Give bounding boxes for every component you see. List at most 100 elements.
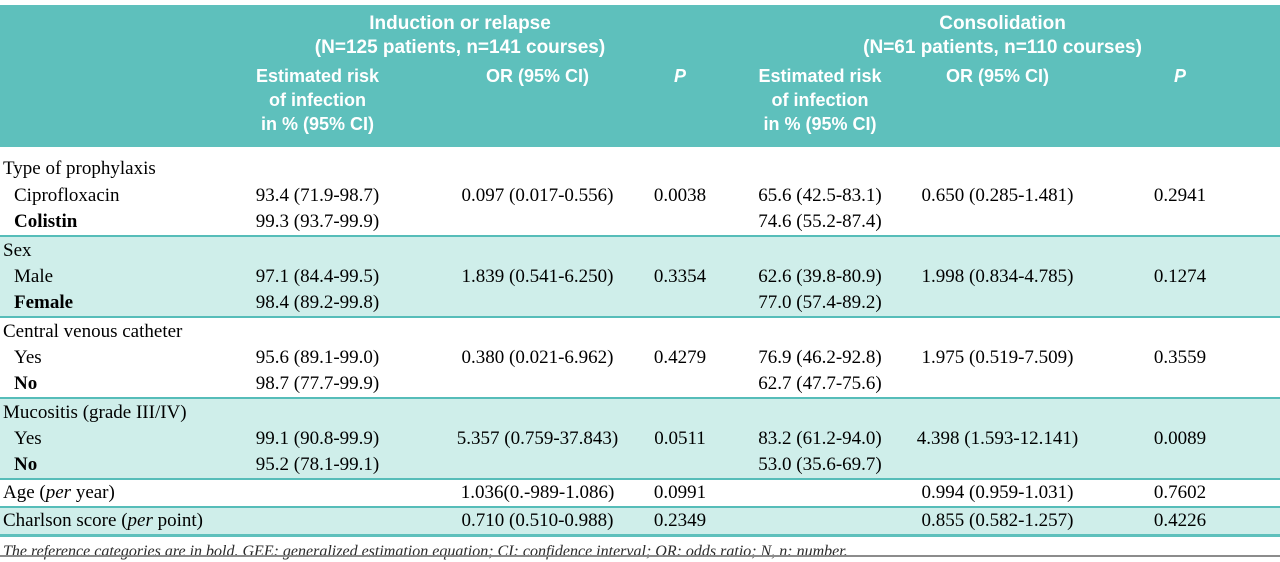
cell-p-consolidation [1080, 290, 1280, 317]
cell-p-induction [635, 209, 725, 236]
cell-or-consolidation: 1.998 (0.834-4.785) [915, 264, 1081, 290]
cell-er-induction [195, 506, 440, 534]
row-label-reference: Female [0, 290, 195, 317]
cell-or-induction: 0.710 (0.510-0.988) [440, 506, 635, 534]
cell-er-consolidation: 74.6 (55.2-87.4) [758, 211, 882, 232]
cell-p-induction: 0.4279 [653, 347, 707, 368]
page-bottom-divider [0, 555, 1280, 557]
section-label: Sex [0, 235, 1280, 264]
group-header-consolidation: Consolidation (N=61 patients, n=110 cour… [725, 5, 1280, 63]
label-italic: per [127, 510, 153, 531]
cell-or-induction [440, 290, 635, 317]
risk-header-line2: of infection [771, 90, 869, 110]
section-type-of-prophylaxis: Type of prophylaxis [0, 147, 1280, 183]
cell-p-induction [635, 452, 726, 479]
label-pre: Age ( [3, 482, 46, 503]
col-header-or-consolidation: OR (95% CI) [915, 63, 1081, 147]
cell-er-induction: 99.1 (90.8-99.9) [195, 426, 440, 452]
cell-or-induction: 0.380 (0.021-6.962) [461, 347, 614, 368]
cell-p-consolidation [1080, 371, 1280, 398]
cell-er-consolidation [725, 506, 916, 534]
cell-or-induction [440, 371, 635, 398]
cell-p-induction: 0.3354 [635, 264, 726, 290]
cell-p-consolidation: 0.1274 [1080, 264, 1280, 290]
risk-header-line1: Estimated risk [255, 66, 380, 86]
cell-p-consolidation: 0.4226 [1080, 506, 1280, 534]
group-title-consolidation: Consolidation [939, 13, 1066, 34]
cell-p-consolidation: 0.2941 [1153, 185, 1207, 206]
table-row-cvc-no: No 98.7 (77.7-99.9) 62.7 (47.7-75.6) [0, 371, 1280, 398]
cell-or-induction: 1.839 (0.541-6.250) [440, 264, 635, 290]
row-label-charlson: Charlson score (per point) [0, 506, 203, 534]
header-corner-blank [0, 5, 195, 63]
group-subtitle-induction: (N=125 patients, n=141 courses) [314, 37, 606, 58]
cell-or-induction: 0.097 (0.017-0.556) [461, 185, 614, 206]
cell-er-consolidation: 83.2 (61.2-94.0) [725, 426, 916, 452]
cell-p-consolidation [1080, 452, 1280, 479]
cell-p-consolidation: 0.0089 [1080, 426, 1280, 452]
cell-or-consolidation: 4.398 (1.593-12.141) [915, 426, 1081, 452]
table-header: Induction or relapse (N=125 patients, n=… [0, 5, 1280, 147]
cell-er-induction: 95.6 (89.1-99.0) [255, 347, 380, 368]
table-row-male: Male 97.1 (84.4-99.5) 1.839 (0.541-6.250… [0, 264, 1280, 290]
cell-er-induction: 98.7 (77.7-99.9) [255, 373, 380, 394]
cell-p-consolidation: 0.7602 [1080, 478, 1280, 507]
cell-or-consolidation: 0.650 (0.285-1.481) [921, 185, 1074, 206]
row-label: Yes [0, 426, 195, 452]
subheader-blank [0, 63, 195, 147]
col-header-p-consolidation: P [1080, 63, 1280, 147]
table-row-age: Age (per year) 1.036(0.-989-1.086) 0.099… [0, 478, 1280, 507]
table-row-mucositis-no: No 95.2 (78.1-99.1) 53.0 (35.6-69.7) [0, 452, 1280, 479]
risk-header-line3: in % (95% CI) [260, 114, 375, 134]
table-row-ciprofloxacin: Ciprofloxacin 93.4 (71.9-98.7) 0.097 (0.… [0, 183, 1280, 209]
cell-or-consolidation [915, 371, 1080, 398]
risk-header-line3: in % (95% CI) [763, 114, 877, 134]
row-label-age: Age (per year) [0, 478, 195, 507]
risk-factors-table: Induction or relapse (N=125 patients, n=… [0, 5, 1280, 534]
row-label: Yes [14, 347, 42, 368]
cell-er-induction: 97.1 (84.4-99.5) [195, 264, 440, 290]
label-pre: Charlson score ( [3, 510, 128, 531]
cell-or-induction [440, 452, 635, 479]
row-label-reference: Colistin [14, 211, 78, 232]
col-header-p-induction: P [635, 63, 726, 147]
risk-header-line2: of infection [269, 90, 366, 110]
table-row-charlson: Charlson score (per point) 0.710 (0.510-… [0, 506, 1280, 534]
cell-p-induction: 0.0991 [635, 478, 726, 507]
label-post: point) [152, 510, 203, 531]
cell-er-consolidation: 62.6 (39.8-80.9) [725, 264, 916, 290]
row-label-reference: No [14, 373, 38, 394]
table-body: Type of prophylaxis Ciprofloxacin 93.4 (… [0, 147, 1280, 534]
group-header-induction: Induction or relapse (N=125 patients, n=… [195, 5, 726, 63]
cell-or-induction: 5.357 (0.759-37.843) [440, 426, 635, 452]
table-row-cvc-yes: Yes 95.6 (89.1-99.0) 0.380 (0.021-6.962)… [0, 345, 1280, 371]
cell-er-consolidation [725, 478, 916, 507]
cell-er-induction [195, 478, 440, 507]
table-bottom-rule [0, 534, 1280, 537]
table-footnote: The reference categories are in bold. GE… [3, 543, 848, 560]
cell-er-consolidation: 53.0 (35.6-69.7) [725, 452, 916, 479]
row-label: Male [0, 264, 195, 290]
section-mucositis: Mucositis (grade III/IV) [0, 397, 1280, 426]
cell-p-induction: 0.0511 [635, 426, 726, 452]
table-row-colistin: Colistin 99.3 (93.7-99.9) 74.6 (55.2-87.… [0, 209, 1280, 236]
label-post: year) [71, 482, 115, 503]
section-sex: Sex [0, 235, 1280, 264]
table-row-mucositis-yes: Yes 99.1 (90.8-99.9) 5.357 (0.759-37.843… [0, 426, 1280, 452]
col-header-estimated-risk-induction: Estimated risk of infection in % (95% CI… [195, 63, 440, 147]
section-central-venous-catheter: Central venous catheter [0, 316, 1280, 345]
cell-or-consolidation [915, 209, 1080, 236]
cell-er-consolidation: 65.6 (42.5-83.1) [758, 185, 882, 206]
group-title-induction: Induction or relapse [369, 13, 551, 34]
cell-or-consolidation: 1.975 (0.519-7.509) [921, 347, 1074, 368]
cell-or-induction [440, 209, 635, 236]
cell-p-induction [635, 371, 725, 398]
row-label-reference: No [0, 452, 195, 479]
section-label: Mucositis (grade III/IV) [0, 397, 1280, 426]
cell-p-induction: 0.0038 [653, 185, 707, 206]
cell-or-induction: 1.036(0.-989-1.086) [440, 478, 635, 507]
section-label: Central venous catheter [0, 316, 1280, 345]
cell-er-consolidation: 62.7 (47.7-75.6) [758, 373, 882, 394]
section-label: Type of prophylaxis [3, 158, 156, 179]
